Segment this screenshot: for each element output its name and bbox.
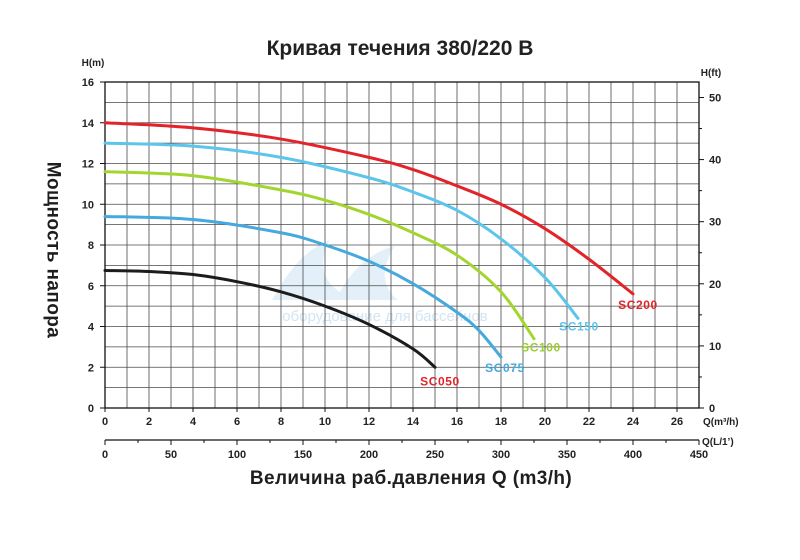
y-right-tick-label: 30 bbox=[709, 217, 721, 229]
y-right-axis-unit: H(ft) bbox=[701, 68, 722, 79]
y-left-tick-label: 4 bbox=[88, 322, 95, 334]
y-axis-title: Мощность напора bbox=[43, 162, 64, 338]
x-secondary-tick-label: 350 bbox=[558, 449, 576, 461]
y-left-tick-label: 14 bbox=[82, 118, 95, 130]
x-secondary-tick-label: 150 bbox=[294, 449, 312, 461]
curve-label-sc100: SC100 bbox=[521, 341, 561, 355]
curve-label-sc050: SC050 bbox=[420, 374, 460, 388]
y-right-tick-label: 50 bbox=[709, 92, 721, 104]
x-tick-label: 8 bbox=[278, 416, 284, 428]
y-left-axis-unit: H(m) bbox=[82, 58, 105, 69]
y-left-tick-label: 16 bbox=[82, 77, 94, 89]
curve-label-sc150: SC150 bbox=[559, 319, 599, 333]
x-secondary-axis-unit: Q(L/1’) bbox=[702, 437, 734, 448]
x-tick-label: 10 bbox=[319, 416, 331, 428]
x-secondary-tick-label: 200 bbox=[360, 449, 378, 461]
y-right-tick-label: 0 bbox=[709, 403, 715, 415]
x-tick-label: 0 bbox=[102, 416, 108, 428]
curve-sc050 bbox=[103, 268, 437, 369]
y-right-tick-label: 40 bbox=[709, 155, 721, 167]
x-secondary-tick-label: 450 bbox=[690, 449, 708, 461]
curve-sc200 bbox=[103, 121, 635, 296]
y-left-tick-label: 8 bbox=[88, 240, 94, 252]
curve-label-sc200: SC200 bbox=[618, 298, 658, 312]
y-left-tick-label: 2 bbox=[88, 362, 94, 374]
x-tick-label: 6 bbox=[234, 416, 240, 428]
x-secondary-tick-label: 100 bbox=[228, 449, 246, 461]
x-secondary-tick-label: 250 bbox=[426, 449, 444, 461]
y-right-tick-label: 10 bbox=[709, 341, 721, 353]
x-tick-label: 20 bbox=[539, 416, 551, 428]
pump-curves: SC200 SC150 SC100 SC075 SC050 bbox=[103, 121, 658, 388]
curve-sc150 bbox=[103, 141, 580, 320]
y-left-tick-label: 10 bbox=[82, 199, 94, 211]
curve-sc075 bbox=[103, 214, 503, 359]
x-secondary-tick-label: 50 bbox=[165, 449, 177, 461]
x-tick-label: 22 bbox=[583, 416, 595, 428]
curve-sc100 bbox=[103, 170, 536, 341]
x-tick-label: 26 bbox=[671, 416, 683, 428]
x-secondary-tick-label: 300 bbox=[492, 449, 510, 461]
x-tick-label: 16 bbox=[451, 416, 463, 428]
y-left-tick-label: 6 bbox=[88, 281, 94, 293]
curve-label-sc075: SC075 bbox=[485, 361, 525, 375]
x-tick-label: 4 bbox=[190, 416, 197, 428]
x-secondary-tick-label: 0 bbox=[102, 449, 108, 461]
y-right-tick-label: 20 bbox=[709, 279, 721, 291]
x-tick-label: 18 bbox=[495, 416, 507, 428]
watermark: оборудование для бассейнов bbox=[272, 240, 488, 325]
x-axis-title: Величина раб.давления Q (m3/h) bbox=[250, 468, 572, 489]
y-left-tick-label: 12 bbox=[82, 159, 94, 171]
x-tick-label: 2 bbox=[146, 416, 152, 428]
x-tick-label: 24 bbox=[627, 416, 640, 428]
x-secondary-tick-label: 400 bbox=[624, 449, 642, 461]
x-tick-label: 12 bbox=[363, 416, 375, 428]
watermark-logo bbox=[272, 240, 398, 300]
chart-title: Кривая течения 380/220 В bbox=[267, 37, 534, 60]
watermark-text: оборудование для бассейнов bbox=[282, 308, 488, 325]
x-axis-unit: Q(m³/h) bbox=[703, 417, 739, 428]
x-tick-label: 14 bbox=[407, 416, 420, 428]
y-left-tick-label: 0 bbox=[88, 403, 94, 415]
